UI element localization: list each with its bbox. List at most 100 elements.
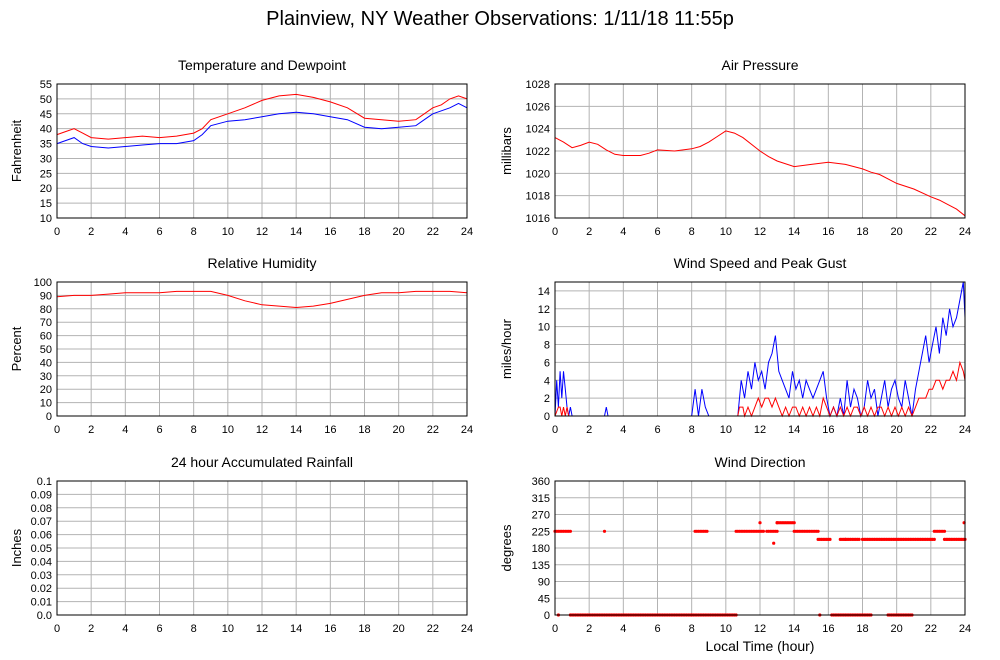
x-tick-label: 12	[256, 424, 268, 436]
x-tick-label: 12	[754, 226, 766, 238]
y-tick-label: 0.03	[31, 570, 52, 582]
direction-point	[761, 529, 766, 533]
x-tick-label: 16	[324, 623, 336, 635]
y-tick-label: 1018	[526, 191, 550, 203]
y-tick-label: 1026	[526, 101, 550, 113]
x-tick-label: 22	[925, 623, 937, 635]
page-title: Plainview, NY Weather Observations: 1/11…	[266, 8, 734, 30]
x-tick-label: 6	[654, 226, 660, 238]
y-tick-label: 0	[544, 411, 550, 423]
chart-title: Wind Direction	[714, 454, 805, 470]
plot-frame	[56, 281, 468, 417]
y-tick-label: 0.0	[37, 610, 52, 622]
direction-point	[775, 521, 779, 525]
direction-point	[843, 537, 848, 542]
y-tick-label: 35	[40, 139, 52, 151]
x-axis-label: Local Time (hour)	[706, 638, 815, 654]
x-tick-label: 0	[552, 623, 558, 635]
x-tick-label: 12	[754, 623, 766, 635]
x-tick-label: 4	[620, 424, 626, 436]
x-tick-label: 14	[290, 623, 302, 635]
y-tick-label: 360	[532, 476, 550, 488]
x-tick-label: 10	[222, 623, 234, 635]
y-tick-label: 25	[40, 168, 52, 180]
x-tick-label: 2	[88, 226, 94, 238]
x-tick-label: 12	[256, 226, 268, 238]
plot-frame	[56, 480, 468, 616]
plot-frame	[554, 83, 966, 219]
x-tick-label: 0	[552, 226, 558, 238]
x-tick-label: 8	[689, 226, 695, 238]
x-tick-label: 2	[586, 623, 592, 635]
direction-point	[816, 529, 820, 533]
plot-frame	[554, 281, 966, 417]
chart-title: Relative Humidity	[208, 255, 317, 271]
plot-frame	[554, 480, 966, 616]
x-tick-label: 4	[620, 226, 626, 238]
y-tick-label: 40	[40, 357, 52, 369]
y-tick-label: 0.07	[31, 516, 52, 528]
y-axis-label: Fahrenheit	[9, 120, 24, 183]
y-axis-label: millibars	[499, 127, 514, 175]
x-tick-label: 2	[88, 424, 94, 436]
x-tick-label: 8	[689, 623, 695, 635]
x-tick-label: 2	[586, 226, 592, 238]
y-tick-label: 50	[40, 344, 52, 356]
x-tick-label: 20	[891, 424, 903, 436]
x-tick-label: 4	[122, 424, 128, 436]
x-tick-label: 24	[461, 424, 473, 436]
x-tick-label: 6	[156, 623, 162, 635]
x-tick-label: 24	[461, 226, 473, 238]
x-tick-label: 24	[959, 424, 971, 436]
y-tick-label: 0.09	[31, 489, 52, 501]
x-tick-label: 18	[358, 424, 370, 436]
y-tick-label: 30	[40, 371, 52, 383]
y-axis-label: degrees	[499, 524, 514, 571]
y-tick-label: 315	[532, 493, 550, 505]
chart-panel-5: 0 2 4 6 8 10 12 14 16 18 20 22 240.00.010.020.030.04…	[9, 454, 473, 635]
y-tick-label: 60	[40, 331, 52, 343]
y-tick-label: 90	[538, 577, 550, 589]
y-tick-label: 2	[544, 393, 550, 405]
y-tick-label: 70	[40, 317, 52, 329]
y-tick-label: 40	[40, 124, 52, 136]
chart-panel-6: 0 2 4 6 8 10 12 14 16 18 20 22 240459013518022527031…	[499, 454, 971, 654]
direction-point	[932, 537, 936, 542]
x-tick-label: 16	[324, 424, 336, 436]
y-tick-label: 20	[40, 183, 52, 195]
chart-title: Air Pressure	[721, 57, 798, 73]
x-tick-label: 8	[191, 623, 197, 635]
y-tick-label: 0.1	[37, 476, 52, 488]
y-tick-label: 4	[544, 375, 550, 387]
direction-point	[705, 529, 709, 533]
y-tick-label: 0.05	[31, 543, 52, 555]
x-tick-label: 20	[393, 623, 405, 635]
x-tick-label: 20	[891, 226, 903, 238]
y-tick-label: 0.02	[31, 583, 52, 595]
y-tick-label: 55	[40, 79, 52, 91]
x-tick-label: 18	[358, 623, 370, 635]
x-tick-label: 4	[620, 623, 626, 635]
x-tick-label: 24	[959, 226, 971, 238]
x-tick-label: 22	[427, 623, 439, 635]
x-tick-label: 12	[256, 623, 268, 635]
direction-point	[568, 529, 573, 533]
y-tick-label: 0.06	[31, 530, 52, 542]
y-tick-label: 15	[40, 198, 52, 210]
y-tick-label: 1016	[526, 213, 550, 225]
x-tick-label: 2	[586, 424, 592, 436]
x-tick-label: 0	[54, 623, 60, 635]
x-tick-label: 6	[654, 623, 660, 635]
x-tick-label: 20	[393, 424, 405, 436]
x-tick-label: 6	[156, 424, 162, 436]
x-tick-label: 16	[822, 424, 834, 436]
chart-panel-1: 0 2 4 6 8 10 12 14 16 18 20 22 241015202530354045505…	[9, 57, 473, 238]
x-tick-label: 0	[54, 226, 60, 238]
x-tick-label: 14	[788, 623, 800, 635]
x-tick-label: 8	[191, 226, 197, 238]
x-tick-label: 2	[88, 623, 94, 635]
y-tick-label: 10	[538, 322, 550, 334]
x-tick-label: 14	[290, 424, 302, 436]
